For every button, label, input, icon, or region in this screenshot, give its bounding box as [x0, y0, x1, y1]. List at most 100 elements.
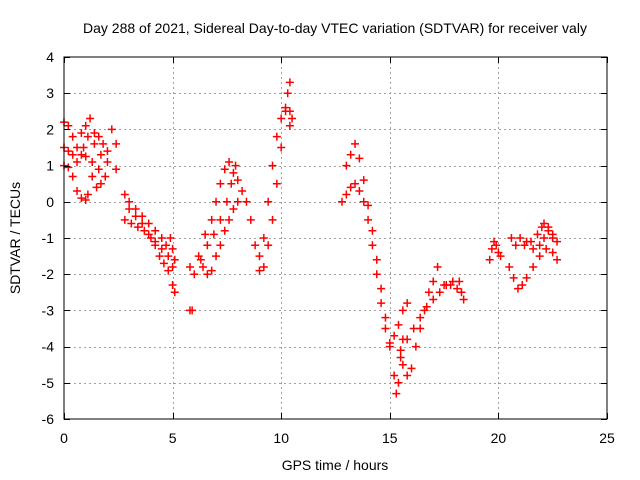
- series-arc-4b: [342, 139, 407, 398]
- series-arc-4d: [396, 277, 464, 355]
- data-point: [157, 244, 166, 253]
- data-point: [429, 295, 438, 304]
- data-point: [264, 197, 273, 206]
- data-point: [359, 197, 368, 206]
- x-axis-label: GPS time / hours: [282, 457, 389, 473]
- data-point: [101, 172, 110, 181]
- data-point: [185, 262, 194, 271]
- data-point: [83, 190, 92, 199]
- x-tick-label: 15: [382, 430, 398, 446]
- data-point: [162, 241, 171, 250]
- y-tick-label: 0: [46, 194, 54, 210]
- data-point: [553, 255, 562, 264]
- y-tick-label: -2: [42, 266, 55, 282]
- grid: [64, 57, 607, 419]
- data-point: [94, 165, 103, 174]
- data-point: [268, 215, 277, 224]
- data-point: [220, 165, 229, 174]
- data-point: [203, 270, 212, 279]
- data-point: [355, 186, 364, 195]
- data-point: [535, 241, 544, 250]
- data-point: [233, 176, 242, 185]
- data-point: [96, 150, 105, 159]
- data-point: [407, 364, 416, 373]
- data-point: [548, 248, 557, 257]
- series-arc-3d: [201, 78, 294, 275]
- data-point: [259, 234, 268, 242]
- data-point: [285, 121, 294, 130]
- data-point: [92, 183, 101, 192]
- data-point: [522, 273, 531, 282]
- y-tick-label: -6: [42, 411, 55, 427]
- data-point: [540, 234, 549, 242]
- data-series: [60, 78, 562, 398]
- data-point: [64, 121, 73, 130]
- data-point: [125, 205, 134, 214]
- data-point: [216, 241, 225, 250]
- data-point: [164, 266, 173, 275]
- data-point: [422, 302, 431, 311]
- x-tick-label: 0: [60, 430, 68, 446]
- data-point: [346, 183, 355, 192]
- data-point: [112, 139, 121, 148]
- data-point: [285, 78, 294, 87]
- data-point: [381, 324, 390, 333]
- series-arc-3c: [194, 197, 242, 279]
- data-point: [68, 172, 77, 181]
- data-point: [212, 197, 221, 206]
- data-point: [125, 197, 134, 206]
- data-point: [73, 157, 82, 166]
- data-point: [77, 150, 86, 159]
- data-point: [138, 219, 147, 228]
- x-tick-label: 5: [169, 430, 177, 446]
- data-point: [505, 262, 514, 271]
- series-arc-1a: [60, 118, 110, 181]
- series-arc-5d: [520, 219, 557, 250]
- data-point: [259, 262, 268, 271]
- data-point: [81, 121, 90, 130]
- data-point: [359, 176, 368, 185]
- data-point: [216, 179, 225, 188]
- data-point: [159, 259, 168, 268]
- x-axis-tick-labels: 0 5 10 15 20 25: [60, 430, 615, 446]
- data-point: [544, 223, 553, 232]
- x-tick-label: 25: [599, 430, 615, 446]
- data-point: [338, 197, 347, 206]
- data-point: [166, 234, 175, 242]
- data-point: [188, 306, 197, 315]
- data-point: [81, 195, 90, 204]
- axis-ticks: [64, 57, 608, 420]
- data-point: [68, 132, 77, 141]
- data-point: [342, 161, 351, 170]
- data-point: [155, 252, 164, 261]
- y-tick-label: -4: [42, 339, 55, 355]
- data-point: [103, 157, 112, 166]
- data-point: [553, 237, 562, 246]
- data-point: [351, 139, 360, 148]
- data-point: [398, 360, 407, 369]
- data-point: [396, 353, 405, 362]
- data-point: [264, 241, 273, 250]
- y-tick-label: -3: [42, 302, 55, 318]
- data-point: [416, 313, 425, 322]
- data-point: [398, 306, 407, 315]
- series-arc-3e: [255, 103, 297, 261]
- data-point: [281, 103, 290, 112]
- data-point: [526, 237, 535, 246]
- data-point: [168, 262, 177, 271]
- data-point: [225, 157, 234, 166]
- data-point: [509, 273, 518, 282]
- data-point: [453, 284, 462, 293]
- data-point: [229, 168, 238, 177]
- data-point: [487, 244, 496, 253]
- data-point: [90, 139, 99, 148]
- chart-title: Day 288 of 2021, Sidereal Day-to-day VTE…: [83, 20, 587, 36]
- data-point: [392, 389, 401, 398]
- data-point: [459, 295, 468, 304]
- series-arc-3b: [185, 161, 240, 279]
- data-point: [394, 320, 403, 329]
- data-point: [107, 125, 116, 134]
- data-point: [377, 284, 386, 293]
- data-point: [429, 277, 438, 286]
